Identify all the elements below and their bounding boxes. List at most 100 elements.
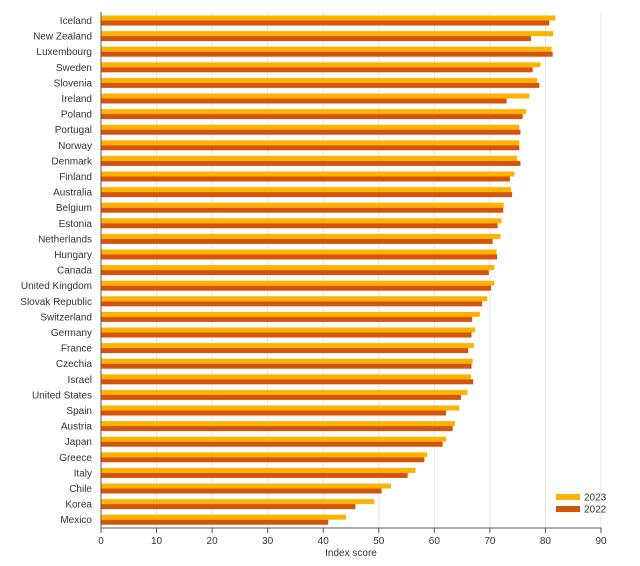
category-label: Poland (61, 110, 92, 121)
bar-2022-greece (101, 457, 425, 463)
bar-2022-norway (101, 145, 520, 151)
category-label: Mexico (60, 515, 92, 526)
bar-2022-chile (101, 488, 382, 494)
bar-2023-netherlands (101, 233, 501, 239)
bar-2022-slovenia (101, 82, 540, 88)
category-label: Norway (58, 141, 92, 152)
bar-2022-denmark (101, 160, 521, 166)
bar-2023-luxembourg (101, 46, 552, 52)
bar-2023-iceland (101, 15, 556, 21)
category-label: Australia (53, 188, 92, 199)
bar-2023-united-states (101, 389, 468, 395)
bar-2022-mexico (101, 519, 329, 525)
bar-2022-hungary (101, 254, 498, 260)
category-label: Austria (61, 422, 93, 433)
bar-2023-chile (101, 483, 391, 489)
bar-2022-austria (101, 426, 453, 432)
bar-2023-new-zealand (101, 31, 554, 37)
bar-2023-norway (101, 140, 520, 146)
category-label: Hungary (54, 250, 92, 261)
category-label: Estonia (59, 219, 93, 230)
bar-2023-switzerland (101, 311, 480, 317)
category-label: Iceland (60, 16, 92, 27)
bar-2022-united-kingdom (101, 285, 491, 291)
bar-2022-ireland (101, 98, 507, 104)
x-tick-label: 20 (207, 536, 219, 547)
bar-2023-sweden (101, 62, 541, 68)
category-label: Ireland (61, 94, 92, 105)
x-tick-label: 40 (318, 536, 330, 547)
category-label: Netherlands (38, 234, 92, 245)
category-label: Slovak Republic (20, 297, 92, 308)
bar-2023-canada (101, 265, 495, 271)
bar-2023-slovak-republic (101, 296, 488, 302)
x-tick-label: 80 (540, 536, 552, 547)
x-tick-label: 50 (373, 536, 385, 547)
category-label: Luxembourg (36, 47, 92, 58)
bar-2023-france (101, 343, 474, 349)
category-label: Portugal (55, 125, 92, 136)
bar-2022-korea (101, 504, 356, 510)
category-label: Switzerland (40, 312, 92, 323)
bar-2023-poland (101, 109, 526, 115)
x-tick-label: 30 (262, 536, 274, 547)
x-tick-label: 10 (151, 536, 163, 547)
category-label: Finland (59, 172, 92, 183)
category-label: Korea (65, 500, 92, 511)
bar-2023-italy (101, 467, 416, 473)
bar-2023-belgium (101, 202, 504, 208)
bar-2023-hungary (101, 249, 497, 255)
category-label: Belgium (56, 203, 92, 214)
bar-2022-spain (101, 410, 446, 416)
category-label: United States (32, 390, 92, 401)
legend-label-2023: 2023 (584, 493, 607, 504)
x-axis: 0 10 20 30 40 50 60 70 80 90 (98, 12, 607, 547)
legend-swatch-2023 (556, 494, 580, 500)
x-axis-title: Index score (325, 548, 377, 559)
bar-2023-australia (101, 187, 511, 193)
legend-swatch-2022 (556, 506, 580, 512)
x-tick-label: 70 (484, 536, 496, 547)
bar-2022-germany (101, 332, 472, 338)
bar-2023-czechia (101, 358, 473, 364)
bar-2023-germany (101, 327, 475, 333)
bar-2023-slovenia (101, 77, 538, 83)
bar-2022-new-zealand (101, 36, 531, 42)
bar-2023-denmark (101, 155, 518, 161)
bar-2023-greece (101, 452, 428, 458)
bar-2022-portugal (101, 129, 521, 135)
category-label: Denmark (51, 156, 93, 167)
bar-2023-austria (101, 421, 455, 427)
category-label: Canada (57, 266, 92, 277)
bar-2023-portugal (101, 124, 520, 130)
bar-2022-sweden (101, 67, 533, 73)
bar-2022-luxembourg (101, 51, 553, 57)
category-labels: Iceland New Zealand Luxembourg Sweden Sloven… (20, 16, 93, 526)
x-tick-label: 0 (98, 536, 104, 547)
bar-2022-france (101, 348, 469, 354)
bar-2022-israel (101, 379, 474, 385)
bar-2022-estonia (101, 223, 498, 229)
bar-2023-korea (101, 499, 375, 505)
bar-2022-iceland (101, 20, 550, 26)
bar-2022-italy (101, 472, 408, 478)
bar-2023-mexico (101, 514, 346, 520)
bar-2022-switzerland (101, 316, 473, 322)
category-label: Italy (74, 468, 92, 479)
category-label: Germany (51, 328, 92, 339)
category-label: Israel (68, 375, 92, 386)
category-label: France (61, 344, 93, 355)
category-label: Sweden (56, 63, 92, 74)
category-label: New Zealand (33, 32, 92, 43)
bar-2022-finland (101, 176, 510, 182)
category-label: United Kingdom (21, 281, 92, 292)
category-label: Greece (59, 453, 92, 464)
bar-2022-netherlands (101, 238, 493, 244)
bar-2022-czechia (101, 363, 472, 369)
bar-2023-united-kingdom (101, 280, 495, 286)
bar-2023-spain (101, 405, 460, 411)
bar-2023-ireland (101, 93, 530, 99)
bar-2023-finland (101, 171, 515, 177)
bar-2023-israel (101, 374, 471, 380)
